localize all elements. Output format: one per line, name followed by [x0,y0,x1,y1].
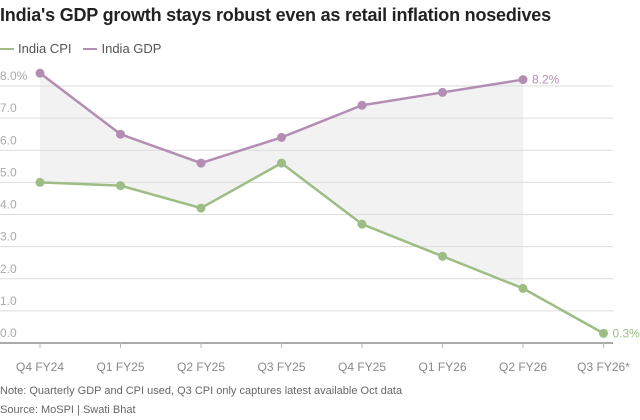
data-point-gdp [196,158,206,168]
legend-item-gdp: India GDP [83,41,161,56]
y-tick-label: 3.0 [0,230,17,244]
x-tick-label: Q3 FY26* [577,360,630,374]
x-tick-label: Q4 FY24 [16,360,64,374]
legend-swatch-cpi [0,47,14,50]
end-label-cpi: 0.3% [613,326,640,340]
data-point-gdp [438,87,447,97]
end-label-gdp: 8.2% [532,73,560,87]
legend-item-cpi: India CPI [0,41,71,56]
data-point-gdp [116,129,125,139]
y-tick-label: 0.0 [0,326,17,340]
chart-note: Note: Quarterly GDP and CPI used, Q3 CPI… [0,385,403,397]
y-tick-label: 8.0% [0,69,28,83]
data-point-cpi [357,219,367,229]
x-tick-label: Q2 FY25 [177,360,225,374]
data-point-cpi [35,177,45,187]
data-point-gdp [277,132,286,142]
x-tick-label: Q1 FY26 [418,360,466,374]
legend-label-gdp: India GDP [101,41,162,56]
chart-title: India's GDP growth stays robust even as … [0,5,551,25]
y-tick-label: 2.0 [0,262,17,276]
data-point-gdp [35,68,45,78]
x-tick-label: Q3 FY25 [257,360,305,374]
chart-source: Source: MoSPI | Swati Bhat [0,404,136,416]
x-tick-label: Q2 FY26 [499,360,547,374]
shaded-gap-area [40,73,523,289]
data-point-cpi [518,283,528,293]
y-tick-label: 5.0 [0,165,17,179]
x-tick-label: Q1 FY25 [96,360,144,374]
data-point-cpi [196,203,206,213]
data-point-cpi [438,251,447,261]
data-point-cpi [277,158,286,168]
y-tick-label: 1.0 [0,294,17,308]
y-tick-label: 6.0 [0,133,17,147]
y-tick-label: 7.0 [0,101,17,115]
data-point-cpi [116,181,125,191]
data-point-cpi [599,328,608,338]
legend-swatch-gdp [83,47,98,50]
y-tick-label: 4.0 [0,198,17,212]
series-line-cpi [39,161,605,335]
legend-label-cpi: India CPI [18,41,72,56]
legend: India CPI India GDP [0,41,161,56]
data-point-gdp [518,75,528,85]
data-point-gdp [357,100,367,110]
x-tick-label: Q4 FY25 [338,360,386,374]
